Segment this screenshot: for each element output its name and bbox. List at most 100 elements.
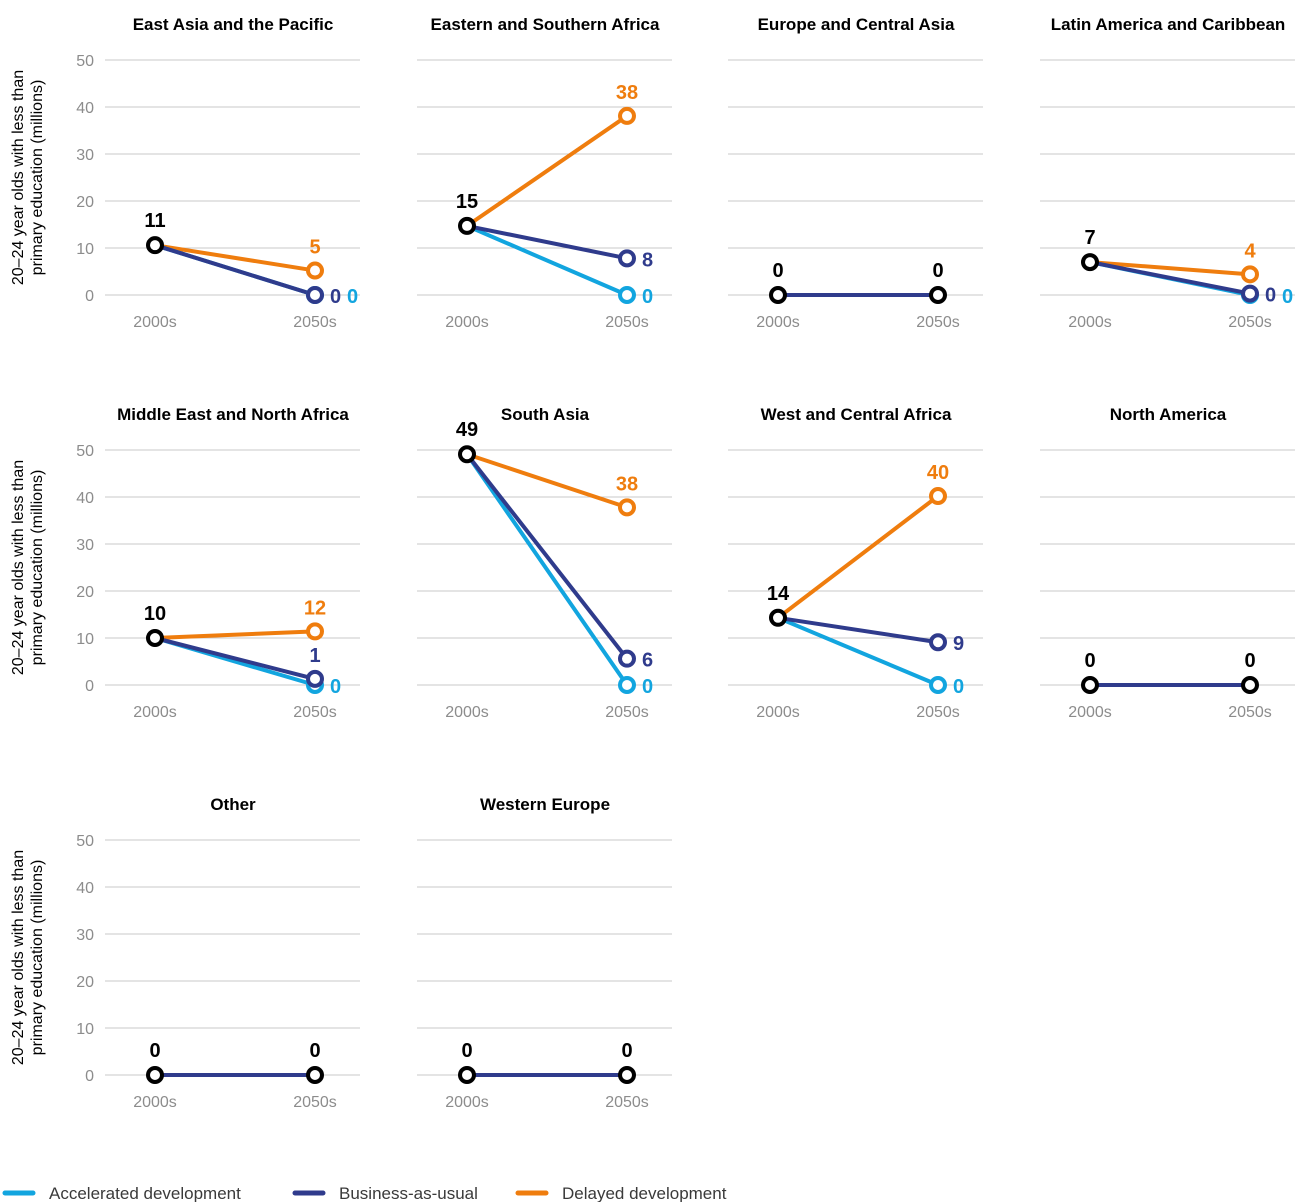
delayed-marker bbox=[618, 498, 636, 517]
start-marker bbox=[146, 629, 164, 647]
panel-title: Eastern and Southern Africa bbox=[431, 15, 660, 34]
end-data-label: 0 bbox=[309, 1040, 320, 1062]
y-tick-label: 10 bbox=[76, 631, 94, 648]
x-tick-label: 2050s bbox=[293, 1094, 337, 1111]
start-data-label: 49 bbox=[456, 419, 478, 441]
legend-label: Delayed development bbox=[562, 1184, 727, 1202]
delayed-line bbox=[1088, 260, 1252, 277]
end-data-label: 0 bbox=[621, 1040, 632, 1062]
end-data-label: 0 bbox=[1244, 650, 1255, 672]
start-marker bbox=[769, 286, 787, 304]
delayed-data-label: 38 bbox=[616, 82, 638, 104]
y-tick-label: 10 bbox=[76, 1021, 94, 1038]
business-line bbox=[776, 615, 940, 645]
y-axis-label-line: primary education (millions) bbox=[29, 860, 46, 1056]
business-data-label: 8 bbox=[642, 249, 653, 271]
y-tick-label: 20 bbox=[76, 584, 94, 601]
start-marker bbox=[458, 1066, 476, 1084]
start-data-label: 0 bbox=[461, 1040, 472, 1062]
x-tick-label: 2000s bbox=[133, 314, 177, 331]
delayed-marker bbox=[618, 106, 636, 125]
panel-5: Middle East and North Africa010203040502… bbox=[10, 405, 360, 721]
y-tick-label: 40 bbox=[76, 490, 94, 507]
y-tick-label: 10 bbox=[76, 241, 94, 258]
x-tick-label: 2000s bbox=[133, 1094, 177, 1111]
business-data-label: 0 bbox=[1265, 285, 1276, 307]
x-tick-label: 2000s bbox=[445, 314, 489, 331]
panel-title: Latin America and Caribbean bbox=[1051, 15, 1286, 34]
delayed-line bbox=[465, 452, 629, 510]
delayed-line bbox=[776, 494, 940, 620]
delayed-marker bbox=[306, 261, 324, 280]
business-marker bbox=[929, 633, 947, 652]
y-axis-label-line: 20–24 year olds with less than bbox=[10, 70, 27, 285]
business-line bbox=[153, 636, 317, 681]
start-data-label: 14 bbox=[767, 583, 790, 605]
y-axis-label: 20–24 year olds with less than primary ed… bbox=[10, 70, 46, 285]
start-data-label: 11 bbox=[144, 210, 165, 232]
x-tick-label: 2000s bbox=[445, 704, 489, 721]
panel-9: Other 0 10 20 30 40 50 2000s 2050s 20–24 year old… bbox=[10, 795, 360, 1111]
start-marker bbox=[146, 1066, 164, 1084]
business-marker bbox=[1241, 284, 1259, 303]
legend-label: Accelerated development bbox=[49, 1184, 241, 1202]
y-tick-label: 40 bbox=[76, 100, 94, 117]
accelerated-data-label: 0 bbox=[1282, 286, 1293, 308]
x-tick-label: 2000s bbox=[133, 704, 177, 721]
x-tick-label: 2050s bbox=[1228, 704, 1272, 721]
x-tick-label: 2000s bbox=[756, 314, 800, 331]
y-tick-label: 30 bbox=[76, 147, 94, 164]
panel-title: North America bbox=[1110, 405, 1227, 424]
panel-2: Eastern and Southern Africa 2000s 2050s 38 8… bbox=[417, 15, 672, 331]
x-tick-label: 2050s bbox=[916, 704, 960, 721]
panel-8: North America 2000s 2050s 0 0 bbox=[1040, 405, 1295, 721]
panel-10: Western Europe 2000s 2050s 0 0 bbox=[417, 795, 672, 1111]
panel-title: East Asia and the Pacific bbox=[133, 15, 334, 34]
start-data-label: 7 bbox=[1084, 227, 1095, 249]
start-marker bbox=[146, 236, 164, 255]
business-marker bbox=[306, 286, 324, 304]
panel-1: East Asia and the Pacific 0 10 20 30 40 50 2000… bbox=[10, 15, 360, 331]
panel-title: Middle East and North Africa bbox=[117, 405, 349, 424]
delayed-marker bbox=[306, 622, 324, 641]
y-tick-label: 20 bbox=[76, 194, 94, 211]
business-marker bbox=[306, 669, 324, 688]
start-data-label: 0 bbox=[149, 1040, 160, 1062]
business-marker bbox=[618, 649, 636, 668]
accelerated-data-label: 0 bbox=[347, 286, 358, 308]
panel-3: Europe and Central Asia 2000s 2050s 0 0 bbox=[728, 15, 983, 331]
delayed-data-label: 4 bbox=[1244, 240, 1256, 262]
x-tick-label: 2050s bbox=[605, 1094, 649, 1111]
x-tick-label: 2050s bbox=[605, 704, 649, 721]
y-tick-label: 50 bbox=[76, 443, 94, 460]
y-axis-label-line: primary education (millions) bbox=[29, 80, 46, 276]
delayed-marker bbox=[1241, 265, 1259, 284]
accelerated-marker bbox=[618, 286, 636, 304]
end-marker bbox=[1241, 676, 1259, 694]
start-marker bbox=[458, 445, 476, 464]
start-data-label: 0 bbox=[1084, 650, 1095, 672]
business-data-label: 6 bbox=[642, 650, 653, 672]
delayed-data-label: 12 bbox=[304, 597, 326, 619]
end-data-label: 0 bbox=[932, 260, 943, 282]
business-line bbox=[465, 452, 629, 661]
accelerated-line bbox=[776, 615, 940, 687]
panel-title: Western Europe bbox=[480, 795, 610, 814]
start-marker bbox=[458, 216, 476, 235]
x-tick-label: 2000s bbox=[445, 1094, 489, 1111]
panel-6: South Asia 2000s 2050s 38 6 0 49 bbox=[417, 405, 672, 721]
x-tick-label: 2050s bbox=[293, 314, 337, 331]
delayed-data-label: 38 bbox=[616, 473, 638, 495]
business-line bbox=[1088, 260, 1252, 296]
delayed-marker bbox=[929, 487, 947, 506]
delayed-line bbox=[465, 113, 629, 228]
x-tick-label: 2050s bbox=[293, 704, 337, 721]
delayed-line bbox=[153, 243, 317, 273]
accelerated-marker bbox=[618, 676, 636, 694]
y-tick-label: 50 bbox=[76, 53, 94, 70]
y-axis-label-line: 20–24 year olds with less than bbox=[10, 460, 27, 675]
start-data-label: 0 bbox=[772, 260, 783, 282]
accelerated-data-label: 0 bbox=[642, 676, 653, 698]
panel-4: Latin America and Caribbean 2000s 2050s 4 0 0… bbox=[1040, 15, 1295, 331]
x-tick-label: 2050s bbox=[1228, 314, 1272, 331]
